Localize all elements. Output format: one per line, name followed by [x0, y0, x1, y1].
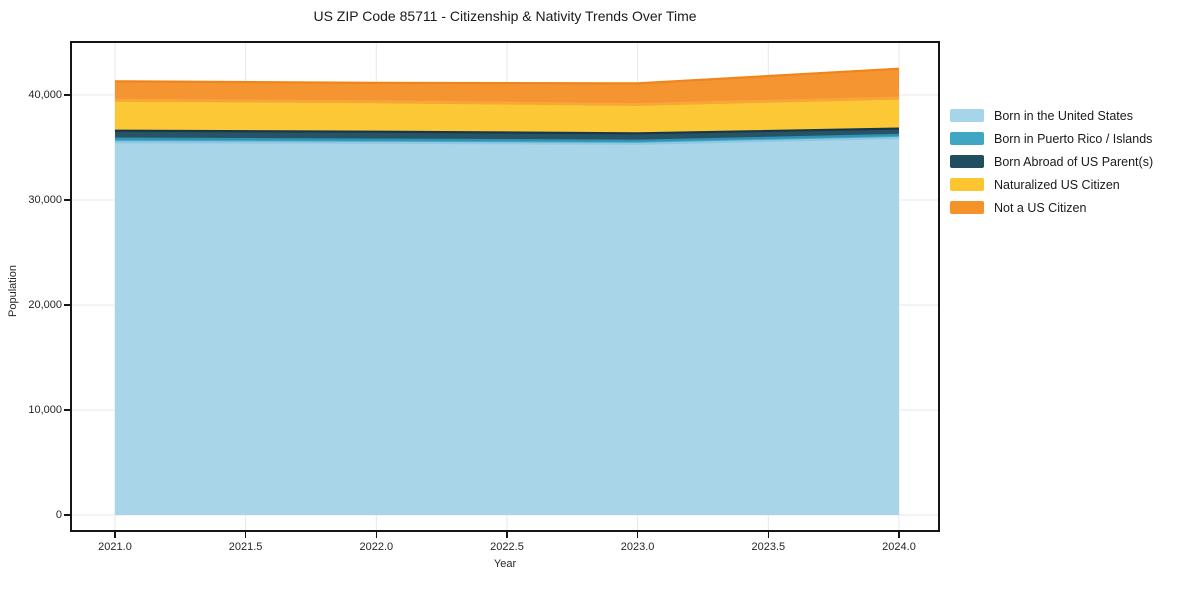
area-edge	[114, 136, 900, 145]
x-tickmark	[375, 532, 377, 538]
legend-label: Naturalized US Citizen	[994, 177, 1120, 192]
y-tickmark	[64, 304, 70, 306]
legend-item: Not a US Citizen	[950, 196, 1153, 219]
area-edge	[114, 96, 900, 106]
y-tick-label: 0	[55, 508, 62, 521]
legend-swatch	[950, 201, 984, 214]
x-tick-label: 2021.0	[98, 541, 132, 553]
area-series	[115, 98, 899, 134]
legend-item: Naturalized US Citizen	[950, 173, 1153, 196]
y-tick-label: 20,000	[28, 298, 62, 311]
y-tickmark	[64, 514, 70, 516]
legend-label: Born in the United States	[994, 108, 1133, 123]
x-tickmark	[636, 532, 639, 538]
legend-item: Born Abroad of US Parent(s)	[950, 150, 1153, 173]
x-tick-label: 2021.5	[228, 541, 263, 553]
y-tick-label: 10,000	[28, 403, 62, 416]
x-axis-label: Year	[493, 558, 517, 570]
legend-label: Not a US Citizen	[994, 200, 1087, 215]
x-tick-label: 2022.5	[490, 541, 524, 553]
legend-item: Born in Puerto Rico / Islands	[950, 127, 1153, 150]
y-tickmark	[64, 199, 70, 201]
plot-area	[70, 41, 940, 532]
y-tick-label: 30,000	[28, 193, 62, 206]
legend-label: Born Abroad of US Parent(s)	[994, 154, 1154, 169]
plot-frame	[70, 41, 940, 532]
x-tick-label: 2022.0	[359, 541, 394, 553]
legend-swatch	[950, 132, 984, 145]
legend-swatch	[950, 178, 984, 191]
area-series	[115, 68, 899, 105]
area-edge	[114, 133, 900, 142]
x-tick-label: 2023.5	[751, 541, 786, 553]
legend-label: Born in Puerto Rico / Islands	[994, 131, 1153, 146]
x-tickmark	[767, 532, 769, 538]
x-tick-label: 2023.0	[620, 541, 655, 553]
legend-swatch	[950, 155, 984, 168]
x-tickmark	[506, 532, 508, 538]
legend-item: Born in the United States	[950, 104, 1153, 127]
y-tickmark	[64, 409, 70, 411]
area-edge	[114, 67, 900, 85]
legend-swatch	[950, 109, 984, 122]
chart-title: US ZIP Code 85711 - Citizenship & Nativi…	[313, 8, 697, 24]
y-tick-label: 40,000	[28, 88, 62, 101]
x-tickmark	[898, 532, 900, 538]
x-tickmark	[244, 532, 247, 538]
x-tickmark	[114, 532, 116, 538]
legend: Born in the United States Born in Puerto …	[950, 104, 1153, 219]
x-tick-label: 2024.0	[882, 541, 916, 553]
area-series	[115, 138, 899, 515]
area-edge	[114, 127, 900, 135]
y-tickmark	[64, 94, 70, 96]
